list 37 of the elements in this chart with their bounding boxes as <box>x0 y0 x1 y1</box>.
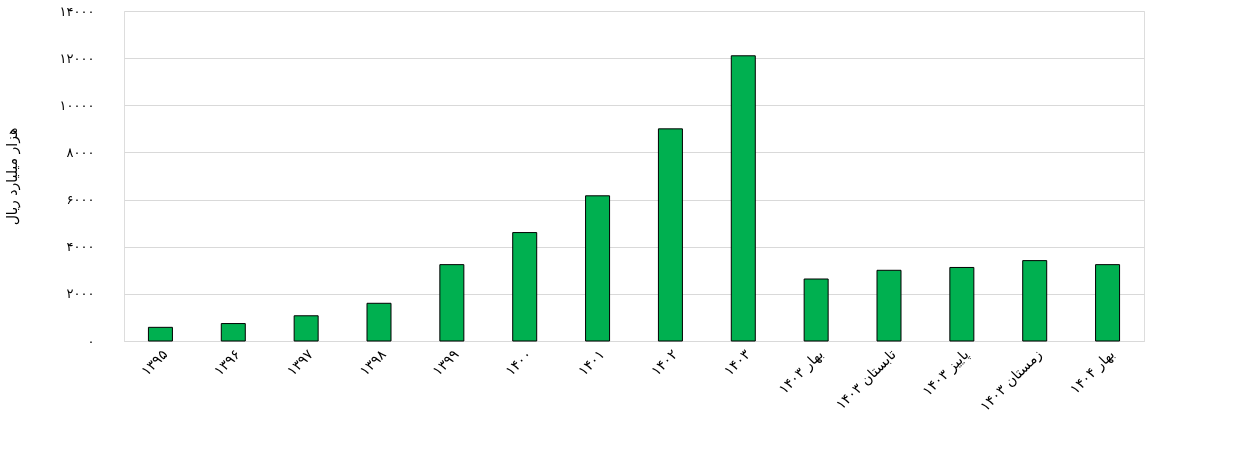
y-tick-label: ۸۰۰۰ <box>66 144 95 160</box>
x-tick-label: بهار ۱۴۰۴ <box>1066 346 1119 398</box>
x-tick-label: پاییز ۱۴۰۳ <box>919 346 973 400</box>
x-tick-label: ۱۳۹۸ <box>356 345 390 379</box>
bar <box>512 232 538 342</box>
bar <box>585 195 611 342</box>
x-tick-label: ۱۴۰۲ <box>647 346 681 379</box>
y-tick-label: ۱۲۰۰۰ <box>59 50 95 66</box>
y-axis-title: هزار میلیارد ریال <box>3 127 21 226</box>
x-tick-label: ۱۳۹۶ <box>210 346 244 379</box>
y-tick-label: ۲۰۰۰ <box>66 286 95 302</box>
x-tick-label: زمستان ۱۴۰۳ <box>976 346 1046 415</box>
y-tick-label: ۶۰۰۰ <box>66 192 95 208</box>
bar <box>876 269 902 342</box>
y-tick-label: ۱۴۰۰۰ <box>59 3 95 19</box>
x-tick-label: ۱۴۰۳ <box>720 345 754 379</box>
y-tick-label: ۴۰۰۰ <box>66 239 95 255</box>
bar <box>1022 260 1048 342</box>
bar <box>293 315 319 342</box>
bar <box>657 128 683 342</box>
x-tick-label: ۱۳۹۹ <box>429 346 462 379</box>
x-tick-label: ۱۳۹۷ <box>283 345 317 379</box>
bar <box>1095 264 1121 342</box>
y-tick-label: ۱۰۰۰۰ <box>59 97 95 113</box>
x-tick-label: تابستان ۱۴۰۳ <box>832 346 899 413</box>
x-tick-label: بهار ۱۴۰۳ <box>775 346 827 398</box>
bar <box>803 278 829 342</box>
y-tick-label: ۰ <box>87 333 95 349</box>
bar <box>439 264 465 342</box>
bar <box>220 323 246 342</box>
bar <box>949 266 975 342</box>
bar <box>147 326 173 342</box>
x-tick-label: ۱۴۰۱ <box>574 346 608 379</box>
x-tick-label: ۱۴۰۰ <box>502 346 535 379</box>
bar <box>366 302 392 342</box>
bar <box>730 55 756 342</box>
x-tick-label: ۱۳۹۵ <box>137 346 171 379</box>
